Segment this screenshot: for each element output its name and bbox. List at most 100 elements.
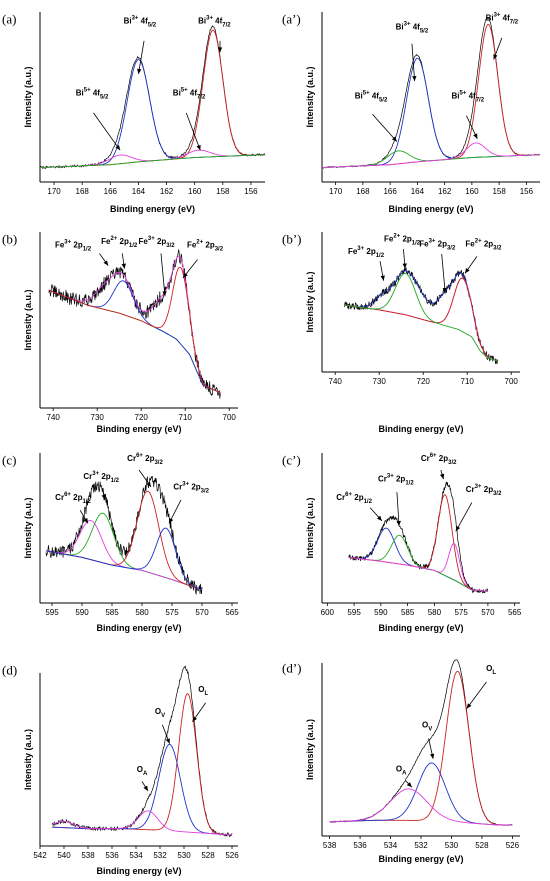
peak-annotation: Cr6+ 2p1/2	[55, 492, 91, 505]
annotation-subscript: 1/2	[82, 499, 91, 505]
fitted-component-line	[348, 534, 488, 592]
x-tick-label: 730	[91, 413, 105, 422]
annotation-subscript: 3/2	[493, 491, 502, 497]
annotation-charge: 2+	[196, 239, 203, 245]
annotation-charge: 5+	[84, 88, 91, 94]
annotation-subscript: 1/2	[364, 499, 373, 505]
annotation-subscript: V	[161, 713, 165, 719]
annotation-subscript: 3/2	[201, 489, 210, 495]
x-tick-label: 170	[329, 187, 343, 196]
x-tick-label: 162	[160, 187, 174, 196]
x-axis-title: Binding energy (eV)	[378, 424, 463, 434]
x-tick-label: 538	[323, 841, 337, 850]
arrow-head	[455, 525, 461, 532]
annotation-element: Bi	[486, 14, 494, 23]
annotation-subscript: A	[143, 771, 148, 777]
annotation-charge: 3+	[404, 21, 411, 27]
peak-annotation: Fe3+ 2p3/2	[419, 239, 456, 252]
arrow-head	[493, 54, 498, 60]
annotation-charge: 6+	[136, 453, 143, 459]
annotation-subscript: V	[428, 726, 432, 732]
y-axis-title: Intensity (a.u.)	[305, 497, 315, 558]
annotation-element: O	[396, 765, 402, 774]
annotation-charge: 3+	[132, 16, 139, 22]
x-tick-label: 540	[57, 851, 71, 860]
y-axis-title: Intensity (a.u.)	[23, 497, 33, 558]
arrow-head	[439, 473, 445, 480]
annotation-orbital: 2p	[437, 454, 449, 463]
peak-annotation: Bi3+ 4f5/2	[124, 16, 157, 29]
x-tick-label: 530	[445, 841, 459, 850]
arrow-head	[465, 268, 470, 274]
annotation-charge: 5+	[460, 90, 467, 96]
xps-panel: (c’) 600 595 590 585 580 575 570 565 Binding ener…	[282, 453, 522, 633]
annotation-orbital: 2p	[482, 485, 494, 494]
peak-annotation: Fe3+ 2p1/2	[348, 246, 385, 259]
arrow-head	[466, 703, 472, 709]
x-tick-label: 170	[47, 187, 61, 196]
annotation-element: Cr	[83, 472, 92, 481]
annotation-element: Bi	[173, 89, 181, 98]
annotation-charge: 3+	[429, 239, 436, 245]
annotation-element: Cr	[173, 483, 182, 492]
annotation-charge: 3+	[475, 484, 482, 490]
x-tick-label: 168	[356, 187, 370, 196]
peak-annotation: Bi5+ 4f7/2	[452, 90, 485, 103]
arrow-head	[165, 738, 170, 744]
annotation-subscript: 7/2	[197, 95, 206, 101]
x-tick-label: 600	[321, 608, 335, 617]
annotation-arrow	[372, 114, 398, 142]
annotation-element: Fe	[465, 240, 475, 249]
y-axis-title: Intensity (a.u.)	[305, 271, 315, 332]
annotation-element: O	[137, 765, 143, 774]
annotation-arrow	[396, 492, 400, 527]
xps-panel: (b) 740 730 720 710 700 Binding energy (eV) Int…	[2, 232, 238, 434]
x-axis-title: Binding energy (eV)	[378, 854, 463, 864]
peak-annotation: Bi3+ 4f7/2	[198, 16, 231, 29]
peak-annotation: Cr3+ 2p3/2	[466, 484, 502, 497]
x-tick-label: 528	[201, 851, 215, 860]
annotation-subscript: 7/2	[222, 23, 231, 29]
x-tick-label: 162	[438, 187, 452, 196]
fitted-component-line	[45, 490, 203, 591]
fitted-component-line	[39, 59, 266, 169]
annotation-charge: 3+	[64, 239, 71, 245]
fitted-component-line	[45, 527, 203, 591]
peak-annotation: Bi3+ 4f7/2	[486, 13, 519, 26]
annotation-subscript: 1/2	[412, 241, 421, 247]
arrow-head	[121, 263, 126, 269]
x-tick-label: 740	[329, 377, 343, 386]
x-tick-label: 542	[33, 851, 47, 860]
raw-spectrum-line	[39, 25, 266, 170]
annotation-element: O	[486, 664, 492, 673]
x-tick-label: 532	[414, 841, 428, 850]
arrow-head	[217, 47, 223, 53]
fitted-component-line	[39, 149, 266, 169]
annotation-element: Cr	[378, 475, 387, 484]
annotation-orbital: 2p	[482, 240, 494, 249]
fitted-component-line	[348, 542, 488, 592]
x-tick-label: 565	[225, 608, 239, 617]
annotation-orbital: 2p	[155, 237, 167, 246]
arrow-head	[143, 785, 148, 791]
fitted-component-line	[45, 512, 203, 591]
annotation-subscript: 5/2	[420, 28, 429, 34]
annotation-element: Bi	[355, 91, 363, 100]
annotation-subscript: 1/2	[405, 481, 414, 487]
x-tick-label: 538	[81, 851, 95, 860]
arrow-head	[429, 753, 435, 759]
peak-annotation: Cr6+ 2p3/2	[127, 453, 163, 466]
annotation-arrow	[455, 502, 473, 532]
peak-annotation: OV	[422, 720, 432, 732]
xps-panel: (d’) 538 536 534 532 530 528 526 Binding energy …	[282, 659, 520, 864]
annotation-subscript: 3/2	[448, 460, 457, 466]
x-tick-label: 720	[417, 377, 431, 386]
annotation-subscript: 5/2	[379, 97, 388, 103]
annotation-arrow	[185, 112, 201, 151]
fitted-component-line	[321, 142, 541, 169]
annotation-subscript: 5/2	[148, 23, 157, 29]
annotation-element: Fe	[187, 240, 197, 249]
peak-annotation: Bi5+ 4f5/2	[355, 90, 388, 103]
arrow-head	[376, 515, 382, 521]
arrow-head	[473, 133, 478, 139]
